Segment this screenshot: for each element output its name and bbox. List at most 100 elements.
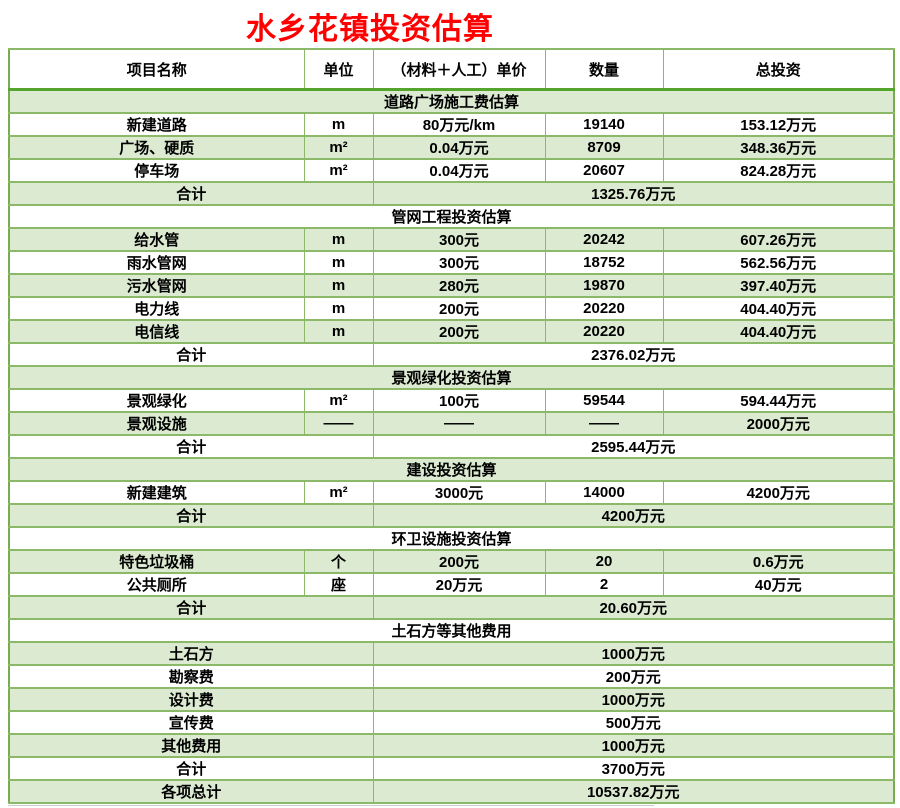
cell-project-name: 新建建筑 [8,480,305,505]
cell-unit-price: 100元 [372,388,546,413]
merged-row: 合计 1325.76万元 [8,181,895,206]
merged-row: 土石方 1000万元 [8,641,895,666]
cell-quantity: 14000 [544,480,664,505]
section-row: 环卫设施投资估算 [8,526,895,551]
cell-merged-value: 2376.02万元 [372,342,895,367]
cell-unit: m [303,112,374,137]
cell-total-investment: 594.44万元 [662,388,895,413]
cell-quantity: 20242 [544,227,664,252]
cell-unit: —— [303,411,374,436]
section-row: 道路广场施工费估算 [8,88,895,114]
cell-unit-price: 0.04万元 [372,135,546,160]
cell-unit: m [303,319,374,344]
investment-estimate-table: 项目名称 单位 （材料＋人工）单价 数量 总投资 道路广场施工费估算 新建道路 m 80万元/… [8,48,895,804]
item-row: 雨水管网 m 300元 18752 562.56万元 [8,250,895,275]
cell-merged-value: 1000万元 [372,687,895,712]
section-row: 景观绿化投资估算 [8,365,895,390]
cell-merged-label: 合计 [8,434,374,459]
cell-quantity: —— [544,411,664,436]
merged-row: 合计 3700万元 [8,756,895,781]
merged-row: 合计 2376.02万元 [8,342,895,367]
cell-unit-price: 280元 [372,273,546,298]
cell-unit: m [303,227,374,252]
cell-merged-value: 20.60万元 [372,595,895,620]
cell-merged-label: 合计 [8,503,374,528]
cell-merged-value: 500万元 [372,710,895,735]
header-row: 项目名称 单位 （材料＋人工）单价 数量 总投资 [8,48,895,91]
merged-row: 各项总计 10537.82万元 [8,779,895,804]
cell-merged-label: 各项总计 [8,779,374,804]
cell-project-name: 景观设施 [8,411,305,436]
column-header-total-investment: 总投资 [662,48,895,91]
cell-unit-price: 200元 [372,549,546,574]
item-row: 公共厕所座 20万元 2 40万元 [8,572,895,597]
cell-total-investment: 404.40万元 [662,319,895,344]
cell-unit: 个 [303,549,374,574]
cell-unit: 座 [303,572,374,597]
item-row: 特色垃圾桶个 200元 20 0.6万元 [8,549,895,574]
merged-row: 设计费 1000万元 [8,687,895,712]
cell-unit-price: 3000元 [372,480,546,505]
cell-unit: m² [303,135,374,160]
cell-merged-label: 合计 [8,342,374,367]
cell-merged-label: 土石方 [8,641,374,666]
item-row: 新建道路 m 80万元/km 19140 153.12万元 [8,112,895,137]
section-title: 环卫设施投资估算 [8,526,895,551]
item-row: 电信线 m 200元 20220 404.40万元 [8,319,895,344]
cell-merged-label: 合计 [8,181,374,206]
cell-total-investment: 562.56万元 [662,250,895,275]
table-body: 道路广场施工费估算 新建道路 m 80万元/km 19140 153.12万元 广场、硬质 m… [8,88,895,804]
cell-unit: m² [303,158,374,183]
gridline-remnant [8,805,654,806]
cell-total-investment: 824.28万元 [662,158,895,183]
section-title: 道路广场施工费估算 [8,88,895,114]
cell-merged-value: 3700万元 [372,756,895,781]
cell-project-name: 停车场 [8,158,305,183]
cell-total-investment: 2000万元 [662,411,895,436]
section-title: 建设投资估算 [8,457,895,482]
merged-row: 其他费用 1000万元 [8,733,895,758]
cell-unit-price: 200元 [372,296,546,321]
cell-project-name: 电力线 [8,296,305,321]
cell-quantity: 2 [544,572,664,597]
item-row: 给水管 m 300元 20242 607.26万元 [8,227,895,252]
cell-unit-price: —— [372,411,546,436]
cell-merged-label: 合计 [8,756,374,781]
column-header-project-name: 项目名称 [8,48,305,91]
column-header-unit-price: （材料＋人工）单价 [372,48,546,91]
merged-row: 合计 20.60万元 [8,595,895,620]
cell-total-investment: 0.6万元 [662,549,895,574]
cell-total-investment: 40万元 [662,572,895,597]
cell-merged-value: 4200万元 [372,503,895,528]
cell-project-name: 特色垃圾桶 [8,549,305,574]
table-header: 项目名称 单位 （材料＋人工）单价 数量 总投资 [8,48,895,91]
section-row: 管网工程投资估算 [8,204,895,229]
cell-total-investment: 607.26万元 [662,227,895,252]
cell-project-name: 景观绿化 [8,388,305,413]
cell-merged-value: 1325.76万元 [372,181,895,206]
cell-unit-price: 80万元/km [372,112,546,137]
cell-unit: m [303,250,374,275]
cell-merged-value: 10537.82万元 [372,779,895,804]
column-header-quantity: 数量 [544,48,664,91]
merged-row: 合计 2595.44万元 [8,434,895,459]
item-row: 停车场 m² 0.04万元 20607 824.28万元 [8,158,895,183]
cell-project-name: 给水管 [8,227,305,252]
cell-project-name: 雨水管网 [8,250,305,275]
cell-merged-label: 合计 [8,595,374,620]
cell-unit: m [303,296,374,321]
cell-project-name: 电信线 [8,319,305,344]
cell-quantity: 18752 [544,250,664,275]
cell-merged-value: 200万元 [372,664,895,689]
cell-quantity: 20220 [544,319,664,344]
cell-project-name: 公共厕所 [8,572,305,597]
cell-unit: m² [303,480,374,505]
merged-row: 宣传费 500万元 [8,710,895,735]
section-row: 土石方等其他费用 [8,618,895,643]
item-row: 广场、硬质 m² 0.04万元 8709 348.36万元 [8,135,895,160]
item-row: 电力线 m 200元 20220 404.40万元 [8,296,895,321]
cell-quantity: 20220 [544,296,664,321]
cell-quantity: 20 [544,549,664,574]
cell-unit-price: 200元 [372,319,546,344]
